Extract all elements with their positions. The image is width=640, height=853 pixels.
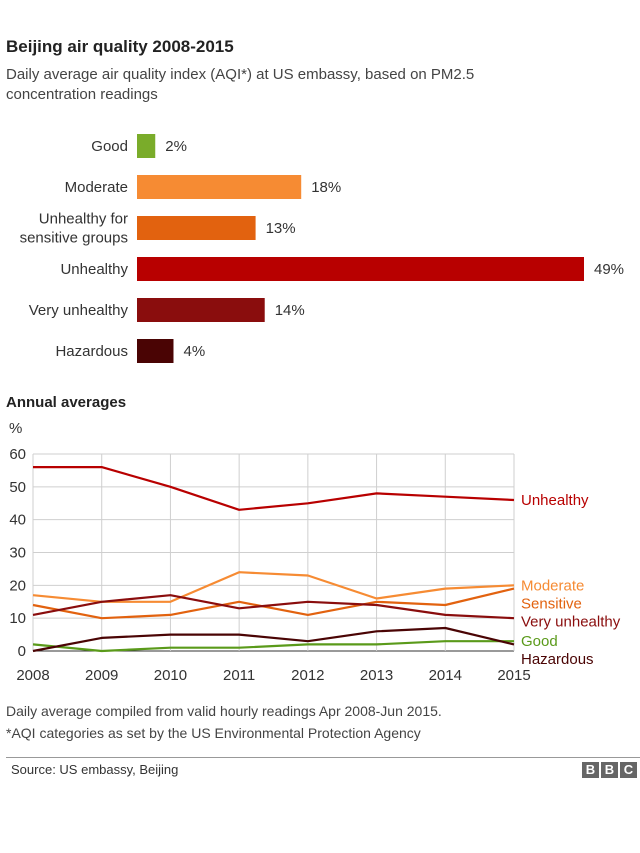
y-axis-label: % [9, 420, 22, 437]
bar-value-label: 2% [165, 138, 187, 155]
footer-divider [6, 757, 640, 758]
bbc-logo-letter: B [582, 762, 599, 778]
bar [137, 175, 302, 199]
y-tick-label: 10 [9, 610, 26, 627]
x-tick-label: 2014 [429, 667, 462, 684]
bar-category-label: Hazardous [55, 343, 128, 360]
bar-value-label: 14% [275, 302, 305, 319]
x-tick-label: 2009 [85, 667, 118, 684]
footnote-aqi: *AQI categories as set by the US Environ… [6, 725, 421, 741]
bar-value-label: 4% [183, 343, 205, 360]
series-label: Moderate [521, 577, 584, 594]
x-tick-label: 2010 [154, 667, 187, 684]
series-line [32, 626, 515, 653]
bar [137, 339, 174, 363]
series-label: Sensitive [521, 595, 582, 612]
series-label: Unhealthy [521, 492, 589, 509]
bar [137, 257, 584, 281]
x-tick-label: 2008 [16, 667, 49, 684]
annual-averages-title: Annual averages [6, 394, 127, 411]
bar-category-label: Moderate [65, 179, 128, 196]
annual-averages-line-chart: % 0 10 20 30 40 50 60 2008 2009 2010 2011 2012 2013 20… [9, 420, 621, 684]
y-tick-label: 30 [9, 545, 26, 562]
y-tick-label: 60 [9, 446, 26, 463]
bar [137, 134, 156, 158]
footnote-compilation: Daily average compiled from valid hourly… [6, 703, 442, 719]
category-bar-chart: Good 2% Moderate 18% Unhealthy for sensitive … [20, 134, 624, 363]
bar-category-label: Good [91, 138, 128, 155]
x-tick-label: 2013 [360, 667, 393, 684]
bar-category-label: sensitive groups [20, 230, 128, 247]
bar-value-label: 13% [266, 220, 296, 237]
chart-subtitle: Daily average air quality index (AQI*) a… [6, 66, 475, 103]
x-tick-label: 2015 [497, 667, 530, 684]
bar-value-label: 18% [311, 179, 341, 196]
source-text: Source: US embassy, Beijing [11, 762, 179, 777]
bbc-logo-letter: B [601, 762, 618, 778]
x-tick-label: 2011 [223, 667, 255, 684]
bar-category-label: Unhealthy [60, 261, 128, 278]
bar-category-label: Unhealthy for [39, 211, 128, 228]
series-label: Good [521, 633, 558, 650]
series-line [32, 571, 515, 603]
series-label: Very unhealthy [521, 613, 621, 630]
bbc-logo: B B C [582, 762, 637, 778]
series-line [32, 640, 514, 653]
x-tick-label: 2012 [291, 667, 324, 684]
bbc-logo-letter: C [620, 762, 637, 778]
series-line [32, 587, 515, 620]
series-line [33, 465, 515, 511]
bar [137, 298, 265, 322]
y-tick-label: 20 [9, 577, 26, 594]
series-line [32, 594, 515, 620]
series-label: Hazardous [521, 651, 594, 668]
y-tick-label: 0 [18, 643, 26, 660]
bar-category-label: Very unhealthy [29, 302, 129, 319]
bar [137, 216, 256, 240]
bar-value-label: 49% [594, 261, 624, 278]
chart-title: Beijing air quality 2008-2015 [6, 37, 234, 56]
y-tick-label: 40 [9, 512, 26, 529]
y-tick-label: 50 [9, 479, 26, 496]
